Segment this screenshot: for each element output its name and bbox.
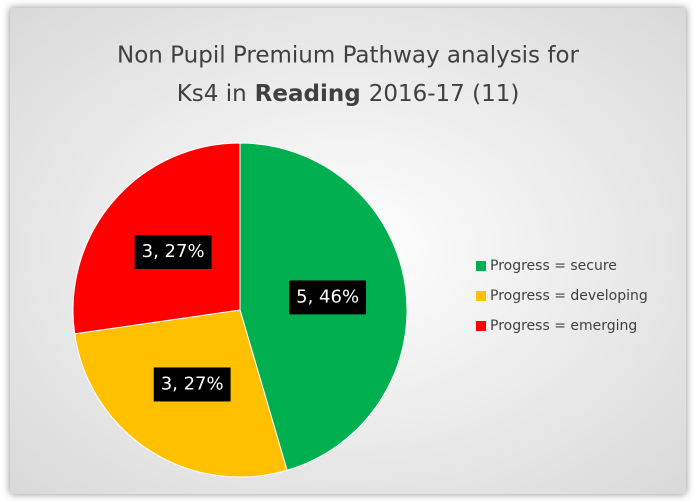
legend-label: Progress = developing bbox=[490, 288, 648, 304]
title-part: 2016-17 (11) bbox=[369, 81, 520, 107]
chart-title: Non Pupil Premium Pathway analysis for bbox=[117, 43, 580, 69]
data-label: 5, 46% bbox=[296, 286, 359, 307]
data-labels: 5, 46% 3, 27% 3, 27% bbox=[134, 235, 367, 402]
data-label-bg bbox=[134, 235, 212, 270]
legend-label: Progress = emerging bbox=[490, 318, 637, 334]
data-label-bg bbox=[289, 280, 367, 315]
chart-title: Ks4 in Reading 2016-17 (11) bbox=[177, 81, 520, 107]
legend-label: Progress = secure bbox=[490, 258, 617, 274]
legend-swatch bbox=[476, 321, 486, 331]
title-part: Reading bbox=[255, 81, 361, 107]
data-label: 3, 27% bbox=[142, 241, 205, 262]
data-label-bg bbox=[153, 367, 231, 402]
legend-swatch bbox=[476, 261, 486, 271]
legend: Progress = secure Progress = developing Pr… bbox=[476, 258, 648, 334]
data-label: 3, 27% bbox=[161, 373, 224, 394]
title-part: Ks4 in bbox=[177, 81, 247, 107]
legend-swatch bbox=[476, 291, 486, 301]
